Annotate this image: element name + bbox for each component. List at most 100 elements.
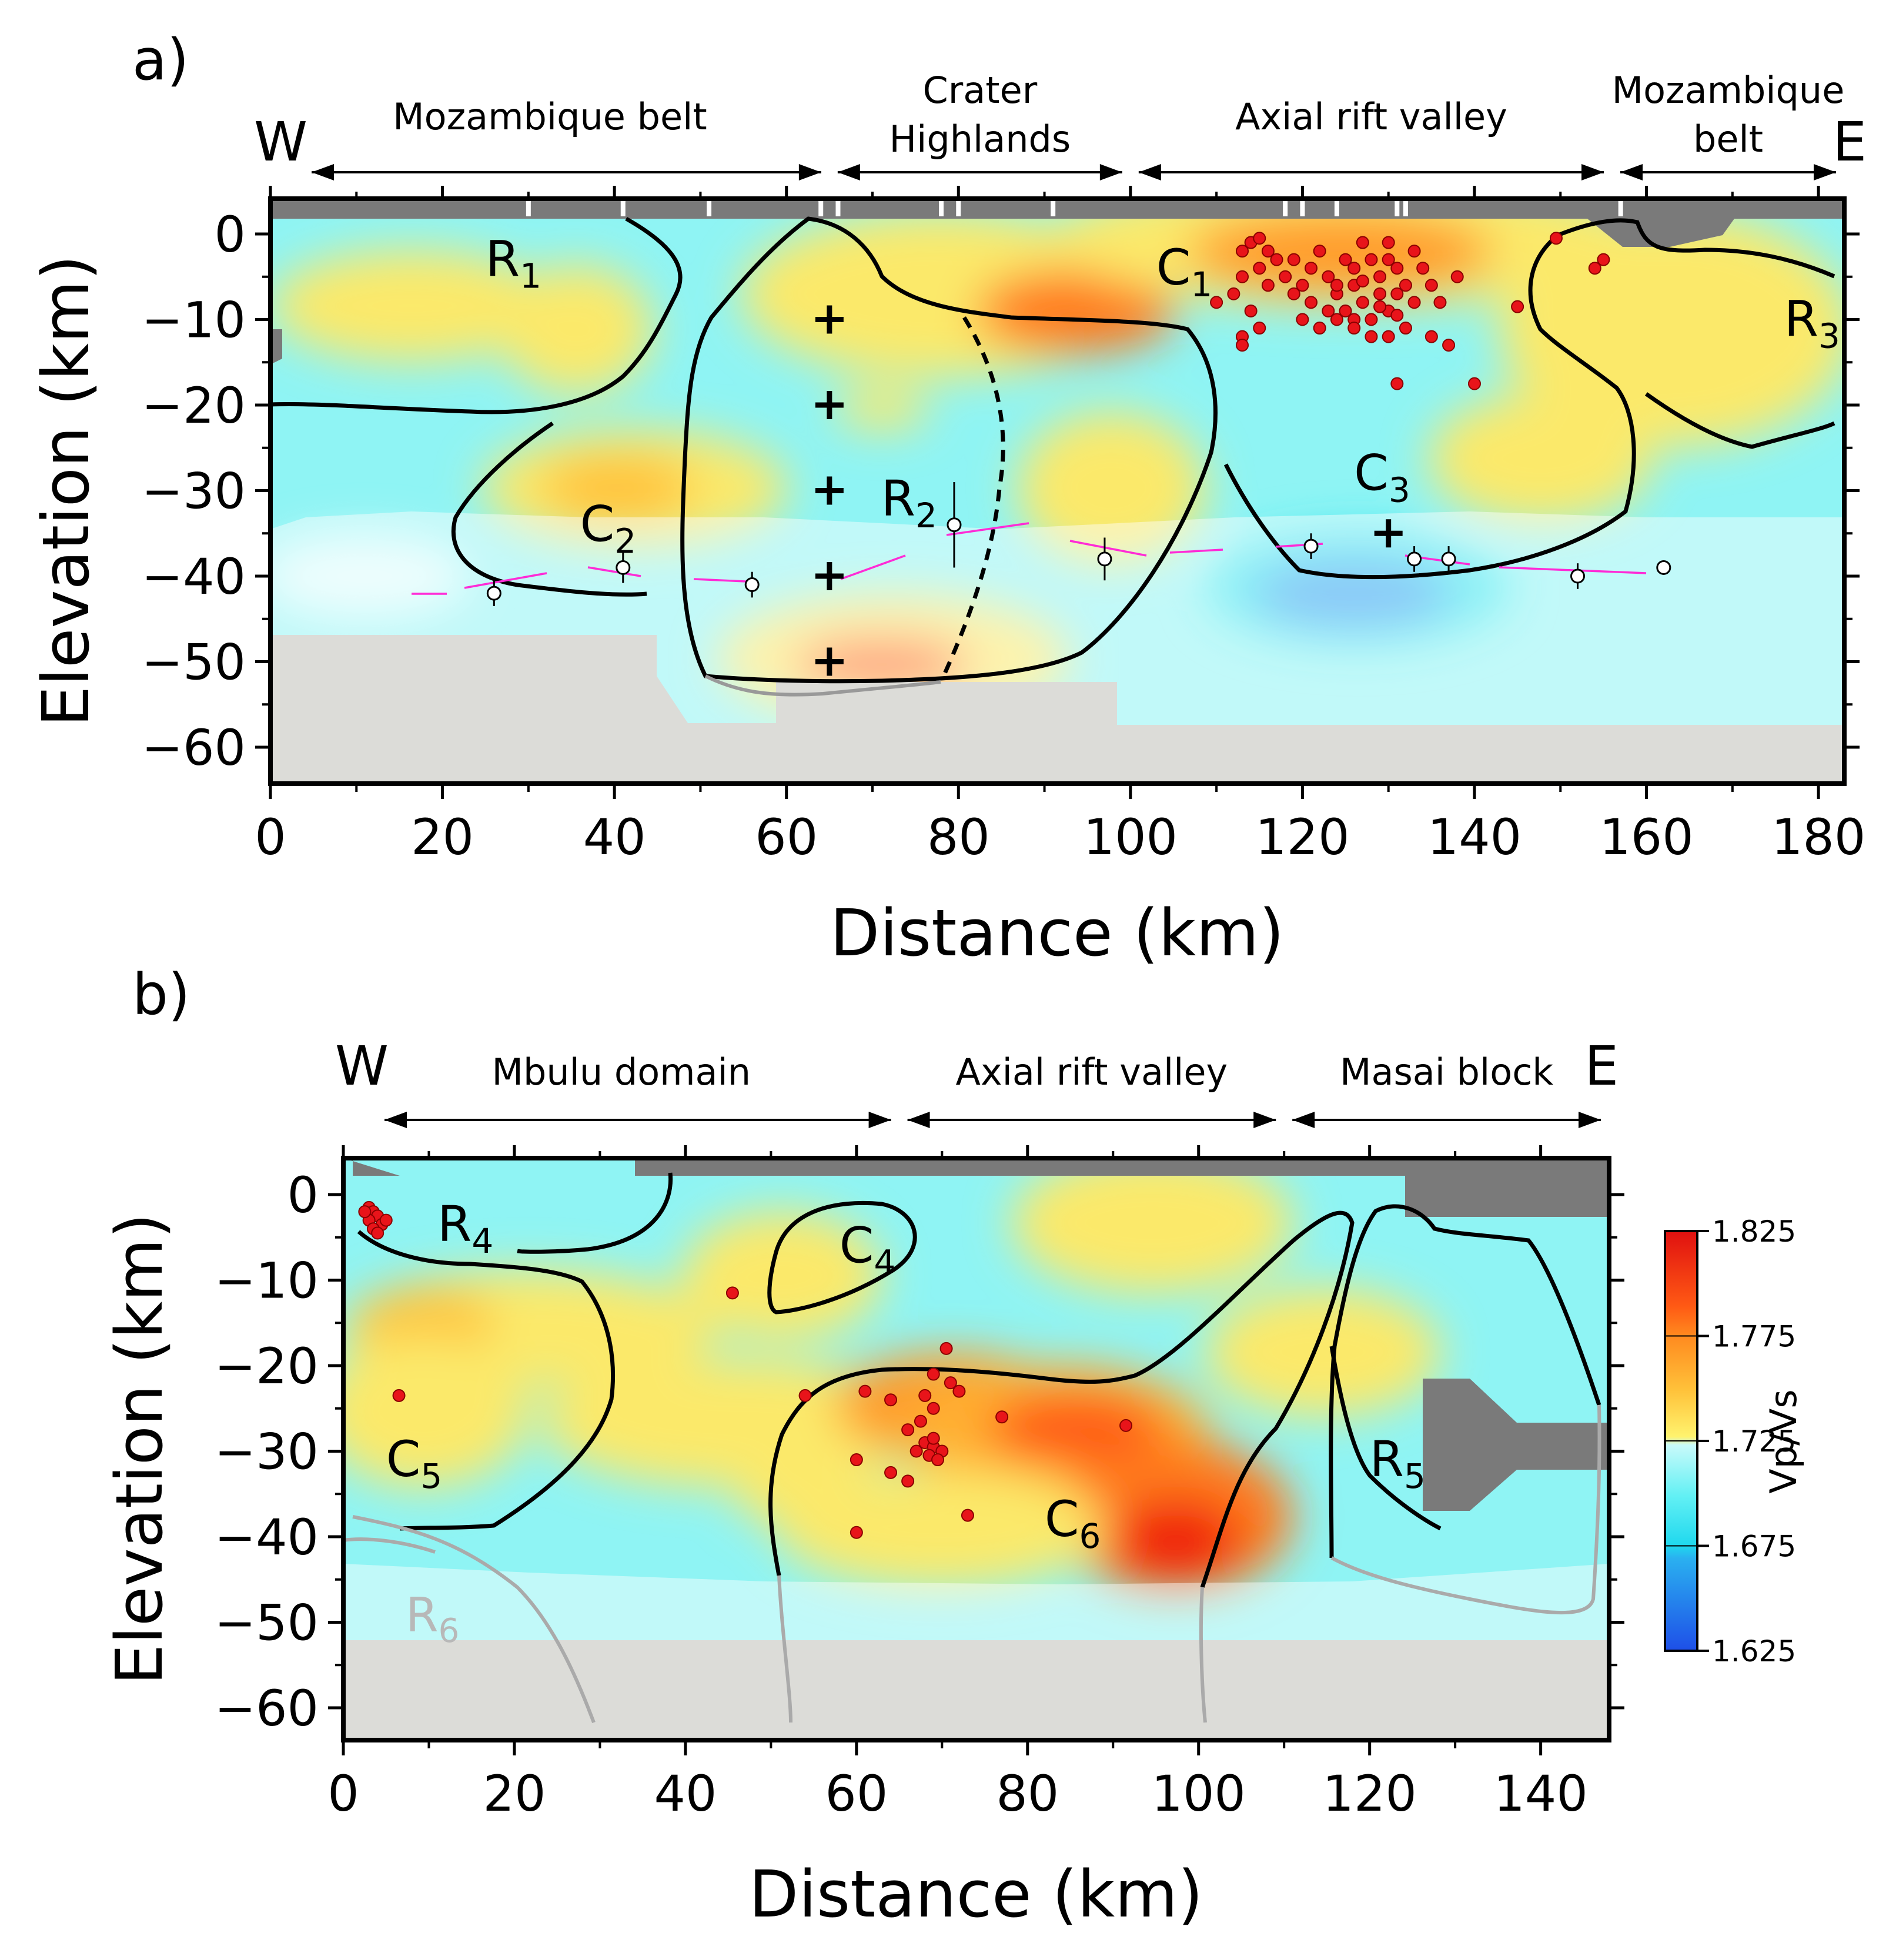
plus-marker	[815, 391, 844, 419]
earthquake-event	[1549, 232, 1563, 245]
moho-depth-point	[1097, 551, 1112, 567]
station-marker	[939, 201, 944, 216]
gray-contour-a	[704, 674, 941, 697]
domain-label: Highlands	[890, 118, 1071, 160]
body-label-subscript: 6	[1079, 1516, 1101, 1556]
colorbar-tick-label: 1.825	[1712, 1215, 1796, 1249]
earthquake-event	[944, 1376, 957, 1390]
earthquake-event	[798, 1389, 812, 1402]
earthquake-event	[1450, 270, 1464, 283]
arrow-head-right	[868, 1112, 891, 1128]
body-label-subscript: 3	[1818, 316, 1840, 356]
earthquake-event	[1313, 245, 1326, 258]
earthquake-event	[1210, 296, 1223, 309]
earthquake-event	[1236, 245, 1249, 258]
moho-depth-point	[616, 560, 631, 575]
plus-marker	[815, 476, 844, 505]
station-marker	[818, 201, 824, 216]
earthquake-event	[1261, 279, 1275, 292]
moho-depth-point	[744, 577, 760, 593]
x-tick-label: 20	[483, 1765, 546, 1822]
earthquake-event	[1365, 313, 1378, 326]
earthquake-event	[1373, 270, 1387, 283]
arrow-head-left	[384, 1112, 407, 1128]
arrow-head-right	[798, 164, 821, 180]
xlabel-b: Distance (km)	[749, 1857, 1203, 1932]
earthquake-event	[1390, 262, 1404, 275]
earthquake-event	[1330, 279, 1343, 292]
y-tick-label: −40	[142, 548, 246, 606]
x-tick-label: 0	[255, 808, 286, 866]
earthquake-event	[931, 1453, 945, 1467]
earthquake-event	[379, 1213, 393, 1227]
body-label-subscript: 2	[915, 496, 937, 536]
earthquake-event	[901, 1423, 915, 1437]
earthquake-event	[1382, 330, 1395, 343]
earthquake-event	[1407, 245, 1421, 258]
earthquake-event	[1511, 300, 1524, 313]
x-tick-label: 40	[654, 1765, 717, 1822]
colorbar-tick-label: 1.675	[1712, 1530, 1796, 1564]
arrow-head-right	[1581, 164, 1604, 180]
earthquake-event	[1227, 287, 1240, 300]
earthquake-event	[1119, 1419, 1133, 1432]
earthquake-event	[1244, 304, 1258, 317]
y-tick-label: −50	[215, 1594, 319, 1652]
frame-b	[341, 1156, 1611, 1742]
station-marker	[1403, 201, 1408, 216]
moho-points-a	[486, 481, 1671, 606]
moho-depth-point	[1441, 551, 1456, 567]
earthquake-event	[1339, 304, 1352, 317]
plus-marker	[815, 647, 844, 676]
domain-label: Crater	[922, 69, 1037, 112]
earthquake-event	[1287, 287, 1300, 300]
x-tick-label: 60	[825, 1765, 888, 1822]
y-tick-label: −20	[215, 1337, 319, 1395]
earthquake-event	[1347, 262, 1361, 275]
domain-header-a: Mozambique belt Crater Highlands Axial rift…	[312, 69, 1844, 180]
earthquake-event	[1373, 300, 1387, 313]
y-tick-label: 0	[287, 1166, 319, 1224]
x-tick-label: 100	[1152, 1765, 1246, 1822]
plus-marker	[815, 305, 844, 334]
earthquake-event	[1356, 236, 1369, 249]
earthquake-event	[1287, 253, 1300, 266]
body-label-subscript: 1	[520, 256, 541, 296]
y-tick-label: −10	[215, 1252, 319, 1310]
earthquake-event	[961, 1509, 974, 1522]
colorbar-tick-label: 1.775	[1712, 1320, 1796, 1354]
arrow-head-right	[1814, 164, 1836, 180]
earthquake-event	[1588, 262, 1601, 275]
x-tick-label: 0	[327, 1765, 359, 1822]
east-label-a: E	[1833, 111, 1867, 173]
moho-depth-point	[1570, 568, 1586, 584]
station-marker	[526, 201, 531, 216]
body-label-subscript: 1	[1191, 265, 1212, 305]
west-label-b: W	[335, 1035, 389, 1098]
earthquake-event	[392, 1389, 406, 1402]
station-marker	[956, 201, 961, 216]
y-tick-label: −30	[142, 463, 246, 520]
earthquake-event	[1382, 253, 1395, 266]
earthquake-event	[1330, 313, 1343, 326]
contours-a	[270, 216, 1835, 684]
earthquake-event	[909, 1444, 923, 1458]
xlabel-a: Distance (km)	[830, 895, 1285, 971]
x-tick-label: 80	[927, 808, 990, 866]
earthquake-event	[1390, 309, 1404, 322]
panel-a-label: a)	[132, 27, 189, 93]
earthquake-event	[1433, 296, 1447, 309]
earthquake-event	[850, 1453, 863, 1467]
body-label-subscript: 4	[874, 1242, 895, 1282]
events-a	[1210, 232, 1610, 390]
earthquake-event	[1356, 296, 1369, 309]
axes-a: 0 20 40 60 80 100 120 140 160 180 0 −10 −20 −30 −40 −50…	[142, 186, 1865, 866]
earthquake-event	[1253, 262, 1266, 275]
earthquake-event	[1399, 322, 1412, 335]
earthquake-event	[995, 1410, 1009, 1424]
earthquake-event	[927, 1431, 940, 1445]
body-label-subscript: 5	[1404, 1456, 1426, 1496]
earthquake-event	[858, 1384, 872, 1398]
domain-label: belt	[1693, 118, 1763, 160]
